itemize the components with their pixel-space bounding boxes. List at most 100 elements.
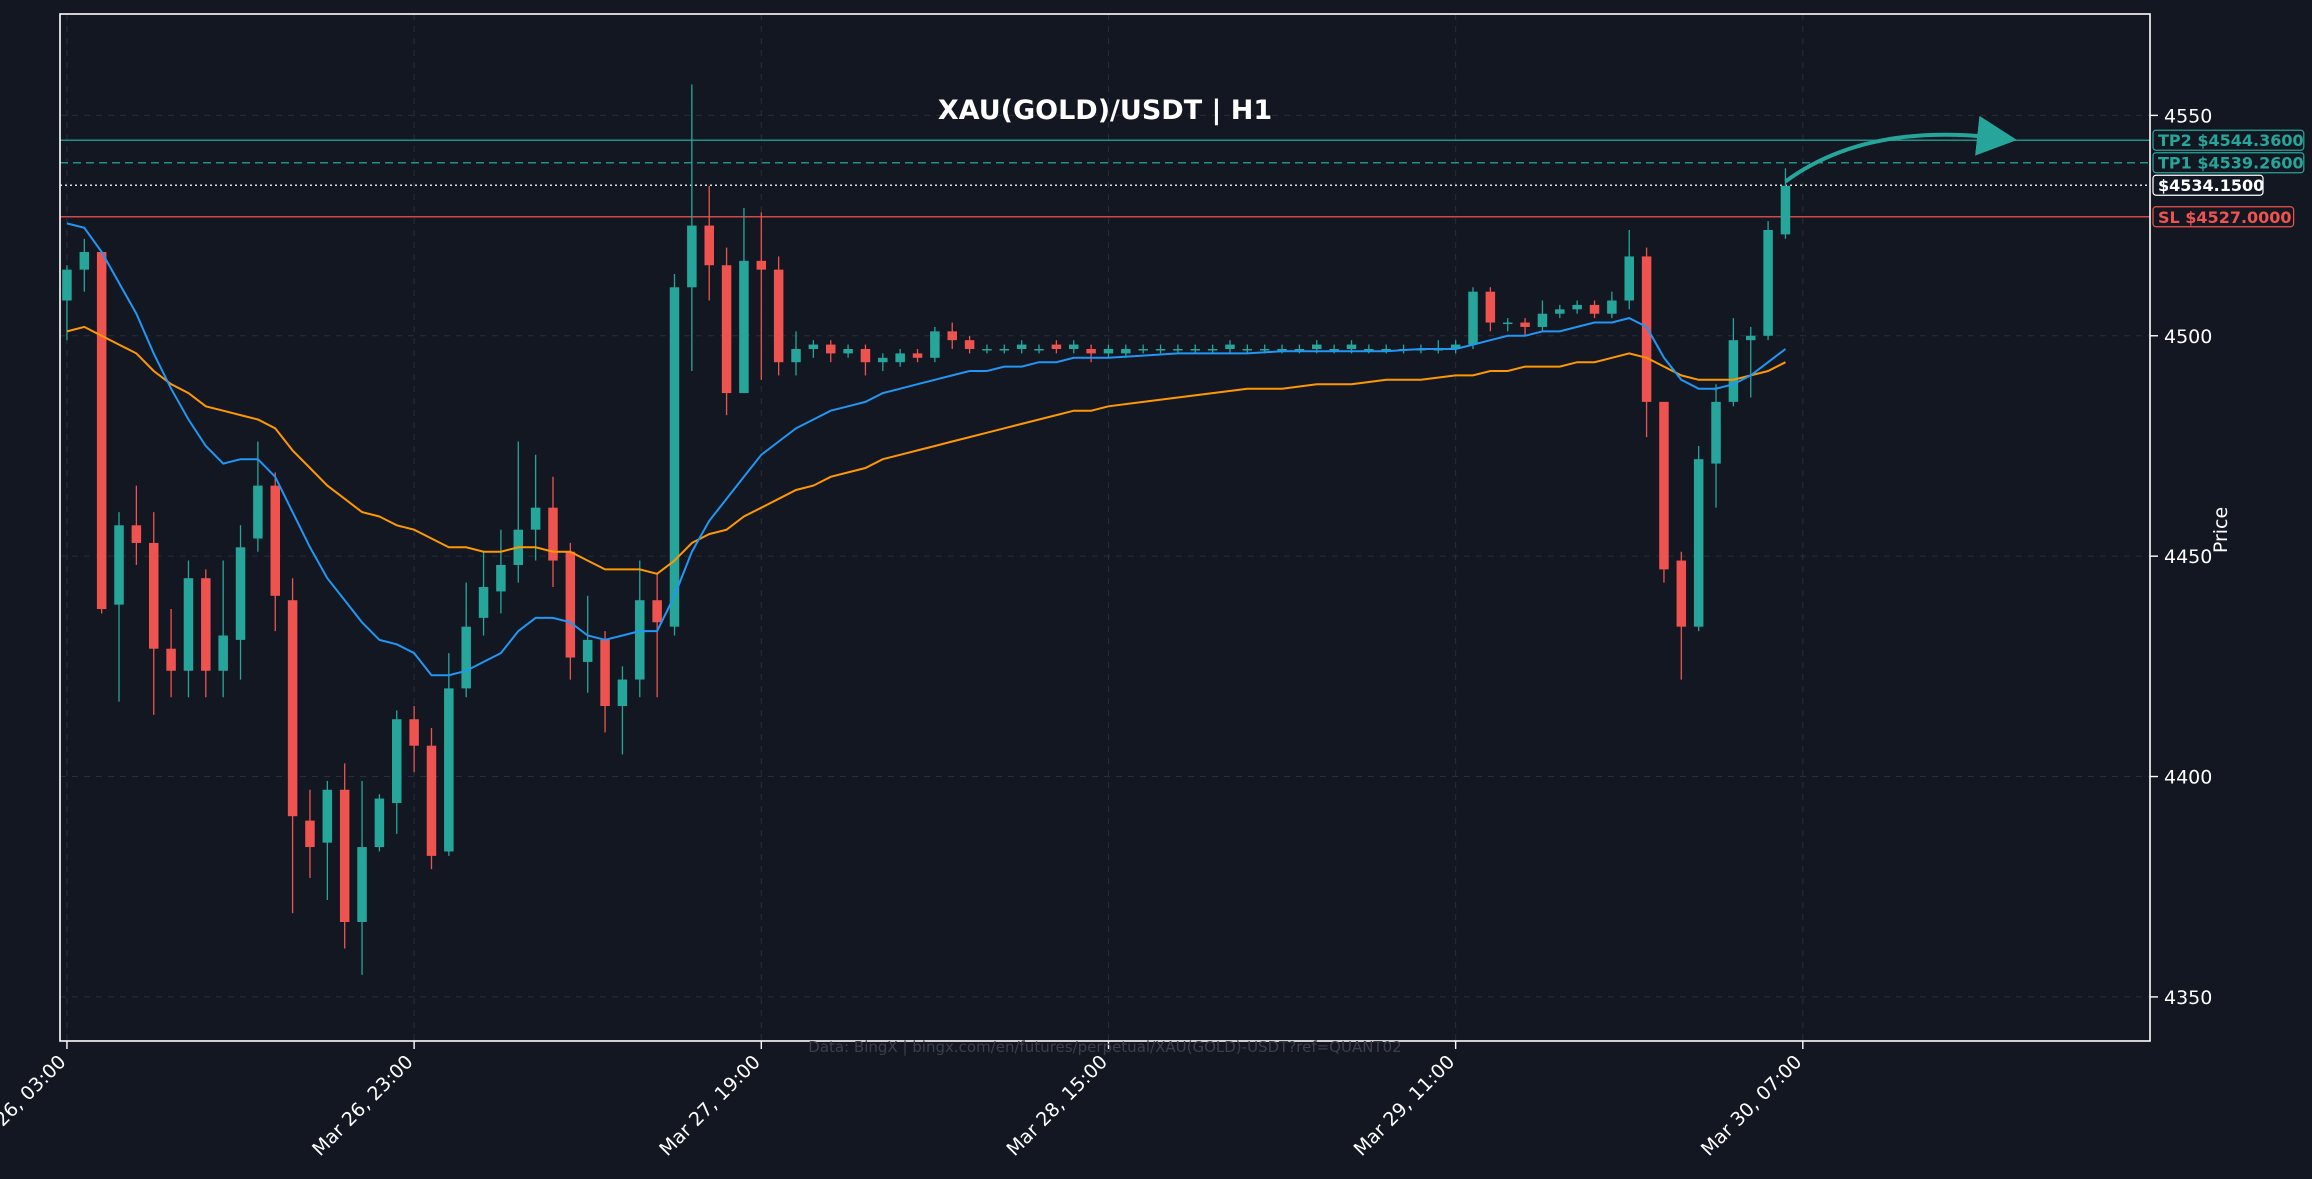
- candle-body: [1242, 348, 1253, 351]
- candle: [860, 344, 871, 376]
- candle: [635, 560, 645, 698]
- candle-body: [1555, 309, 1565, 314]
- candle: [773, 256, 784, 376]
- candle: [374, 794, 385, 852]
- candle-body: [860, 348, 871, 363]
- candle: [530, 454, 541, 561]
- ema-slow-line: [66, 325, 1786, 575]
- candle: [166, 609, 176, 698]
- candle: [930, 326, 940, 363]
- ema-fast-line: [66, 222, 1787, 677]
- candle-body: [1312, 344, 1322, 349]
- candle-body: [548, 507, 558, 561]
- candle: [1069, 340, 1079, 354]
- level-label-current: $4534.1500: [2158, 176, 2264, 195]
- candle-body: [1676, 560, 1687, 627]
- candle: [565, 542, 576, 680]
- candle-body: [1381, 348, 1391, 351]
- candle: [1607, 291, 1617, 319]
- candle: [600, 631, 610, 733]
- candle-body: [444, 688, 454, 852]
- source-note: Data: BingX | bingx.com/en/futures/perpe…: [808, 1038, 1401, 1056]
- candle-body: [1745, 335, 1756, 341]
- candle-body: [357, 847, 367, 922]
- candle-body: [721, 265, 732, 394]
- candle-body: [374, 798, 385, 848]
- candle: [461, 582, 471, 698]
- candle-body: [1693, 459, 1704, 627]
- candle-body: [201, 578, 211, 671]
- candle: [426, 728, 437, 870]
- candle: [409, 706, 419, 773]
- candle-body: [1086, 348, 1096, 354]
- candle: [1520, 318, 1530, 336]
- candle-body: [1572, 304, 1582, 310]
- y-tick-label: 4550: [2164, 105, 2212, 127]
- candle: [114, 512, 124, 702]
- y-axis: 4350 4400 4450 4500 4550: [2150, 105, 2212, 1009]
- candle: [392, 710, 402, 834]
- candle-body: [1450, 344, 1461, 349]
- candle-body: [392, 719, 402, 803]
- candle: [1555, 304, 1565, 319]
- candle: [756, 212, 767, 380]
- price-levels: [60, 139, 2150, 218]
- projection-arrow: [1784, 115, 2017, 184]
- candle: [617, 666, 628, 755]
- candle-body: [1728, 340, 1739, 402]
- candle-body: [322, 789, 333, 843]
- candle: [1693, 445, 1704, 632]
- candle-body: [1468, 291, 1478, 345]
- candle-body: [270, 485, 280, 596]
- level-label-tp2: TP2 $4544.3600: [2158, 131, 2304, 150]
- candle: [1034, 344, 1044, 354]
- candle-body: [1138, 348, 1148, 351]
- candle: [1016, 340, 1027, 354]
- candle-body: [530, 507, 541, 530]
- candle-body: [1711, 401, 1721, 464]
- candle-body: [843, 348, 853, 354]
- candle: [1485, 287, 1496, 332]
- candle-body: [1277, 348, 1287, 351]
- candle-body: [131, 525, 142, 543]
- level-label-tp1: TP1 $4539.2600: [2158, 154, 2304, 173]
- y-tick-label: 4400: [2164, 767, 2212, 789]
- candle: [1468, 287, 1478, 349]
- candle: [270, 472, 280, 632]
- candle: [1763, 221, 1773, 341]
- candle: [1155, 344, 1166, 354]
- candle-body: [1502, 322, 1513, 325]
- candle: [1537, 300, 1548, 332]
- candle: [1121, 344, 1131, 358]
- candle-body: [600, 639, 610, 707]
- candle-body: [1763, 229, 1773, 336]
- candle-body: [1329, 348, 1339, 351]
- candle-body: [1537, 313, 1548, 327]
- candle-body: [669, 287, 680, 627]
- candle: [912, 348, 923, 363]
- candle: [1659, 401, 1669, 583]
- candle: [791, 331, 801, 376]
- level-labels: TP2 $4544.3600 TP1 $4539.2600 $4534.1500 SL…: [2152, 129, 2305, 228]
- candle: [1711, 384, 1721, 508]
- candle: [1138, 344, 1148, 354]
- candle: [1745, 326, 1756, 398]
- candle-body: [1520, 322, 1530, 327]
- candle-body: [478, 587, 489, 618]
- candle-body: [1659, 401, 1669, 570]
- candle-body: [1121, 348, 1131, 354]
- candle-body: [1641, 256, 1652, 402]
- candle: [1103, 344, 1114, 358]
- candle: [582, 595, 593, 693]
- candle: [964, 335, 975, 354]
- candle: [843, 344, 853, 358]
- candle-body: [166, 648, 176, 671]
- chart-title: XAU(GOLD)/USDT | H1: [938, 95, 1272, 126]
- candle: [1051, 340, 1062, 354]
- candle-body: [1173, 348, 1183, 351]
- candle-body: [218, 635, 228, 671]
- candle-body: [687, 225, 697, 288]
- candle: [652, 573, 662, 698]
- candle: [496, 529, 506, 614]
